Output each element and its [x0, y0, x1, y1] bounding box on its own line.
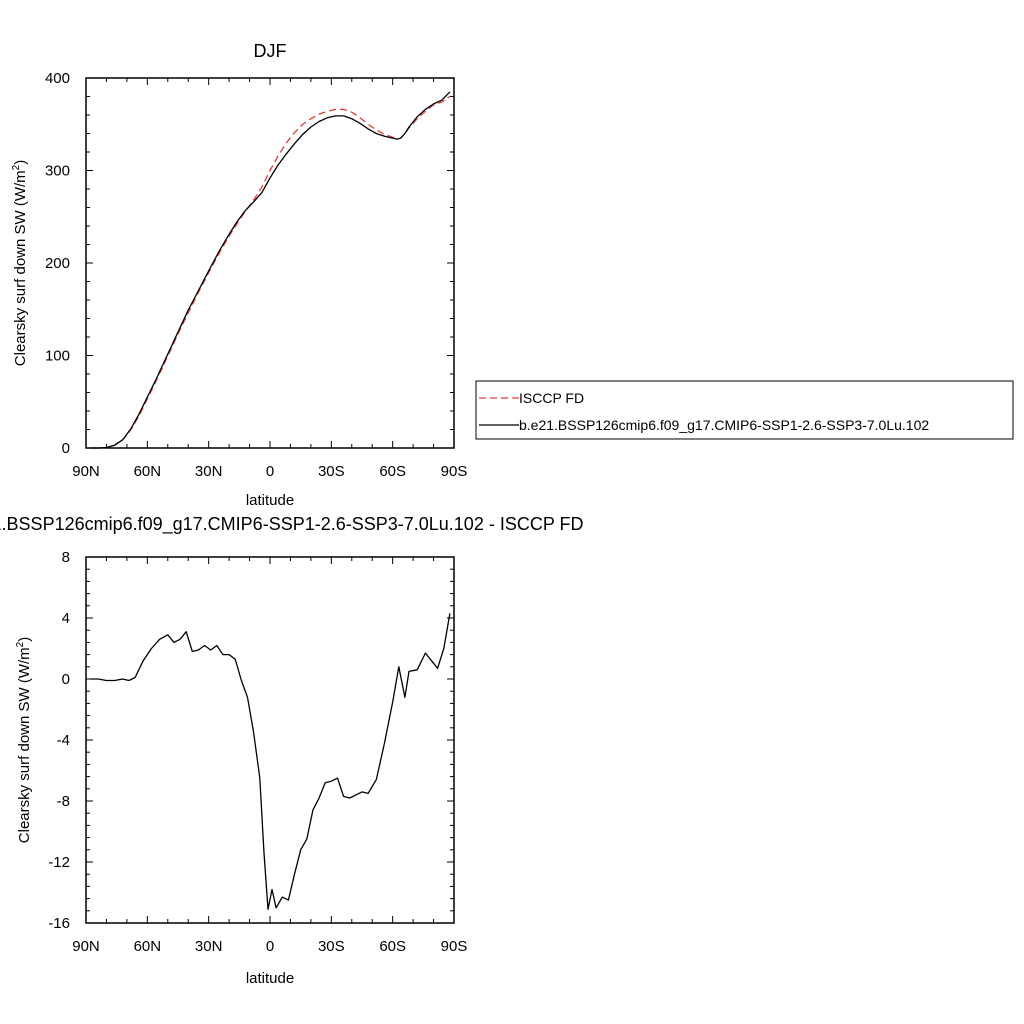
top-y-axis-label-sup: 2: [11, 164, 22, 170]
bottom-y-tick-label: 4: [62, 610, 70, 627]
top-y-axis-label: Clearsky surf down SW (W/m2): [11, 160, 29, 366]
top-y-tick-label: 300: [45, 163, 70, 180]
bottom-x-tick-label: 90N: [72, 938, 100, 955]
top-y-tick-label: 400: [45, 70, 70, 87]
top-series-line-1: [90, 95, 451, 449]
bottom-y-tick-label: -4: [57, 732, 70, 749]
bottom-y-tick-label: 8: [62, 549, 70, 566]
top-x-tick-label: 90S: [441, 463, 468, 480]
top-series-group: [90, 91, 451, 449]
bottom-x-tick-label: 60N: [134, 938, 162, 955]
bottom-chart-title: b.e21.BSSP126cmip6.f09_g17.CMIP6-SSP1-2.…: [0, 514, 584, 535]
top-x-tick-label: 60N: [134, 463, 162, 480]
bottom-y-tick-label: -8: [57, 793, 70, 810]
legend: ISCCP FD b.e21.BSSP126cmip6.f09_g17.CMIP…: [475, 380, 1014, 440]
bottom-y-axis-label-close: ): [16, 637, 33, 642]
bottom-plot-frame: [85, 556, 455, 924]
bottom-x-tick-label: 30N: [195, 938, 223, 955]
top-series-line-2: [90, 91, 451, 449]
top-y-axis-label-close: ): [12, 160, 29, 165]
bottom-x-tick-label: 0: [266, 938, 274, 955]
bottom-y-axis-label-sup: 2: [15, 641, 26, 647]
top-x-tick-label: 0: [266, 463, 274, 480]
top-x-tick-label: 60S: [379, 463, 406, 480]
bottom-y-tick-label: 0: [62, 671, 70, 688]
bottom-ticks: 90N 60N 30N 0 30S 60S 90S -16 -12 -8 -4 0 4 8: [48, 549, 467, 955]
top-y-tick-label: 100: [45, 348, 70, 365]
top-panel: DJF 90N 60N 30N 0 30S 60S 90S 0 100 200 300 400 lat…: [11, 41, 467, 509]
bottom-y-axis-label: Clearsky surf down SW (W/m2): [15, 637, 33, 843]
bottom-series-line-1: [90, 613, 451, 910]
bottom-y-axis-label-main: Clearsky surf down SW (W/m: [16, 647, 33, 843]
bottom-series-group: [90, 613, 451, 910]
bottom-x-tick-label: 60S: [379, 938, 406, 955]
top-x-tick-label: 30S: [318, 463, 345, 480]
top-ticks: 90N 60N 30N 0 30S 60S 90S 0 100 200 300 400: [45, 70, 467, 480]
legend-label-isccp: ISCCP FD: [519, 390, 584, 406]
top-x-tick-label: 30N: [195, 463, 223, 480]
bottom-x-tick-label: 90S: [441, 938, 468, 955]
top-y-tick-label: 200: [45, 255, 70, 272]
legend-box: [475, 380, 1014, 440]
bottom-x-tick-label: 30S: [318, 938, 345, 955]
top-y-tick-label: 0: [62, 440, 70, 457]
bottom-y-tick-label: -12: [48, 854, 70, 871]
bottom-x-axis-label: latitude: [246, 970, 294, 987]
legend-label-model: b.e21.BSSP126cmip6.f09_g17.CMIP6-SSP1-2.…: [519, 417, 929, 433]
bottom-y-tick-label: -16: [48, 915, 70, 932]
top-x-axis-label: latitude: [246, 492, 294, 509]
top-plot-frame: [85, 77, 455, 449]
top-chart-title: DJF: [254, 41, 287, 61]
bottom-panel: b.e21.BSSP126cmip6.f09_g17.CMIP6-SSP1-2.…: [0, 514, 584, 987]
top-y-axis-label-main: Clearsky surf down SW (W/m: [12, 170, 29, 366]
top-x-tick-label: 90N: [72, 463, 100, 480]
